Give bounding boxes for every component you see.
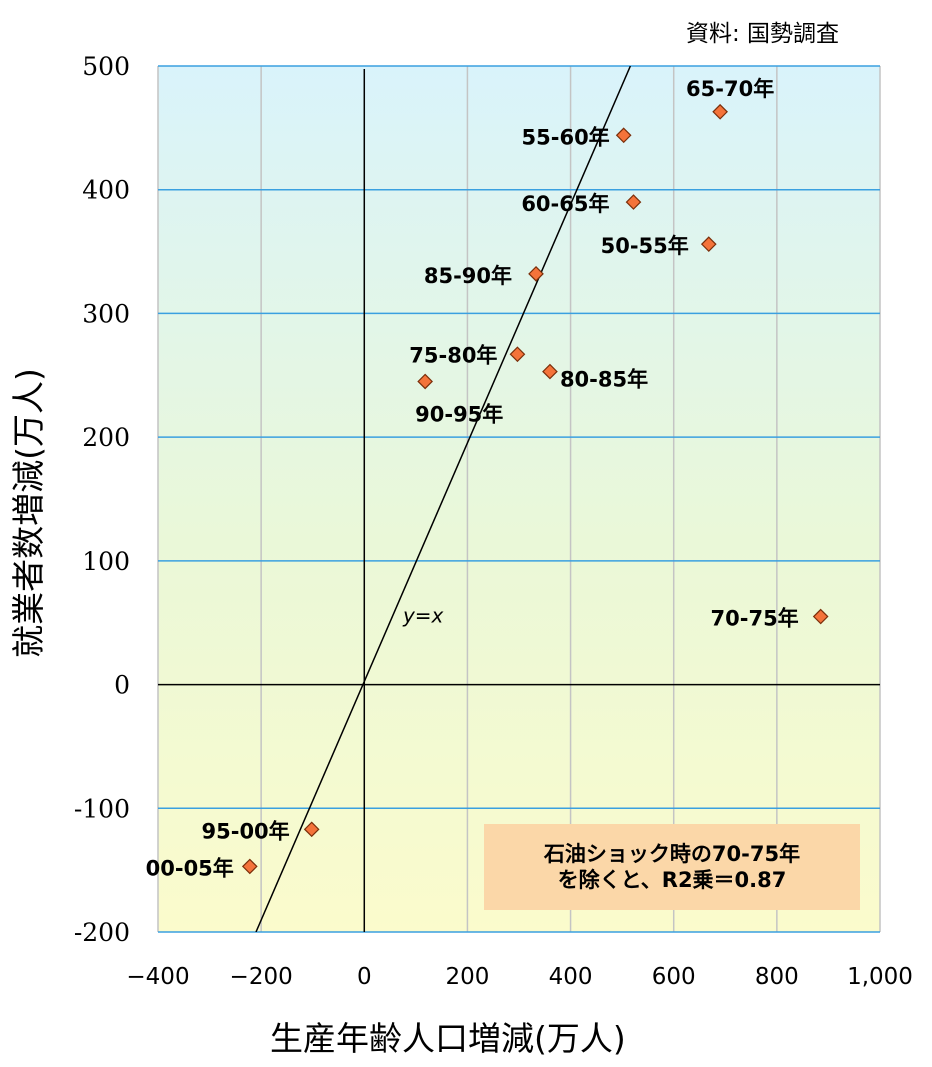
data-point-label: 90-95年 [415,402,503,426]
annotation-line-1: 石油ショック時の70-75年 [543,842,801,866]
data-point [700,236,717,252]
y-tick-label: 100 [82,547,130,576]
y-tick-label: -100 [74,794,130,823]
y-tick-label: 300 [82,299,130,328]
data-point [812,608,829,625]
data-point-label: 65-70年 [686,77,774,101]
y-tick-label: 400 [82,176,130,205]
data-point-label: 80-85年 [560,368,648,392]
data-point [528,265,544,282]
x-tick-label: 0 [357,964,372,990]
data-point [303,821,320,838]
data-point-label: 55-60年 [522,125,610,149]
x-tick-label: −200 [230,964,293,990]
data-point [712,103,728,120]
data-point [615,127,632,144]
data-point-label: 75-80年 [409,343,497,367]
source-note: 資料: 国勢調査 [686,21,840,47]
data-point [625,194,642,210]
reference-line [255,66,632,932]
x-tick-label: 1,000 [847,964,913,990]
data-point-label: 00-05年 [146,856,234,880]
x-tick-label: 400 [549,964,593,990]
reference-line-label: y=x [402,604,444,628]
y-tick-label: 500 [82,52,130,81]
y-tick-label: 200 [82,423,130,452]
y-tick-label: -200 [74,918,130,947]
x-tick-label: −400 [126,964,189,990]
data-point [542,363,558,380]
data-point-label: 85-90年 [424,264,512,288]
y-tick-label: 0 [114,671,130,700]
data-point [509,346,526,363]
x-tick-label: 600 [652,964,696,990]
data-point-label: 70-75年 [711,607,799,631]
data-point-label: 50-55年 [601,234,689,258]
x-tick-label: 800 [755,964,799,990]
x-axis-label: 生産年齢人口増減(万人) [270,1019,626,1058]
annotation-box: 石油ショック時の70-75年 を除くと、R2乗＝0.87 [484,824,860,910]
y-axis-label: 就業者数増減(万人) [9,368,48,658]
data-point [417,373,433,390]
data-point-label: 95-00年 [202,819,290,843]
data-point-label: 60-65年 [521,192,609,216]
plot-area [158,66,880,932]
data-point [241,858,258,875]
annotation-line-2: を除くと、R2乗＝0.87 [557,868,787,892]
x-tick-label: 200 [445,964,489,990]
